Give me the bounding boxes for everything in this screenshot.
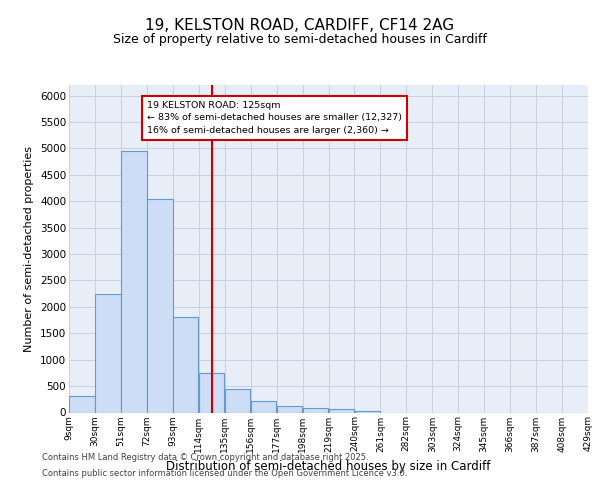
Bar [225,388,250,412]
X-axis label: Distribution of semi-detached houses by size in Cardiff: Distribution of semi-detached houses by … [166,460,491,473]
Bar [355,411,380,412]
Bar [277,406,302,412]
Text: Size of property relative to semi-detached houses in Cardiff: Size of property relative to semi-detach… [113,32,487,46]
Bar [251,402,277,412]
Text: 19 KELSTON ROAD: 125sqm
← 83% of semi-detached houses are smaller (12,327)
16% o: 19 KELSTON ROAD: 125sqm ← 83% of semi-de… [147,101,402,135]
Bar [95,294,121,412]
Text: Contains HM Land Registry data © Crown copyright and database right 2025.: Contains HM Land Registry data © Crown c… [42,452,368,462]
Text: 19, KELSTON ROAD, CARDIFF, CF14 2AG: 19, KELSTON ROAD, CARDIFF, CF14 2AG [145,18,455,32]
Bar [329,410,354,412]
Bar [199,373,224,412]
Bar [147,198,173,412]
Text: Contains public sector information licensed under the Open Government Licence v3: Contains public sector information licen… [42,469,407,478]
Bar [173,318,199,412]
Bar [303,408,328,412]
Y-axis label: Number of semi-detached properties: Number of semi-detached properties [25,146,34,352]
Bar [121,151,146,412]
Bar [69,396,95,412]
